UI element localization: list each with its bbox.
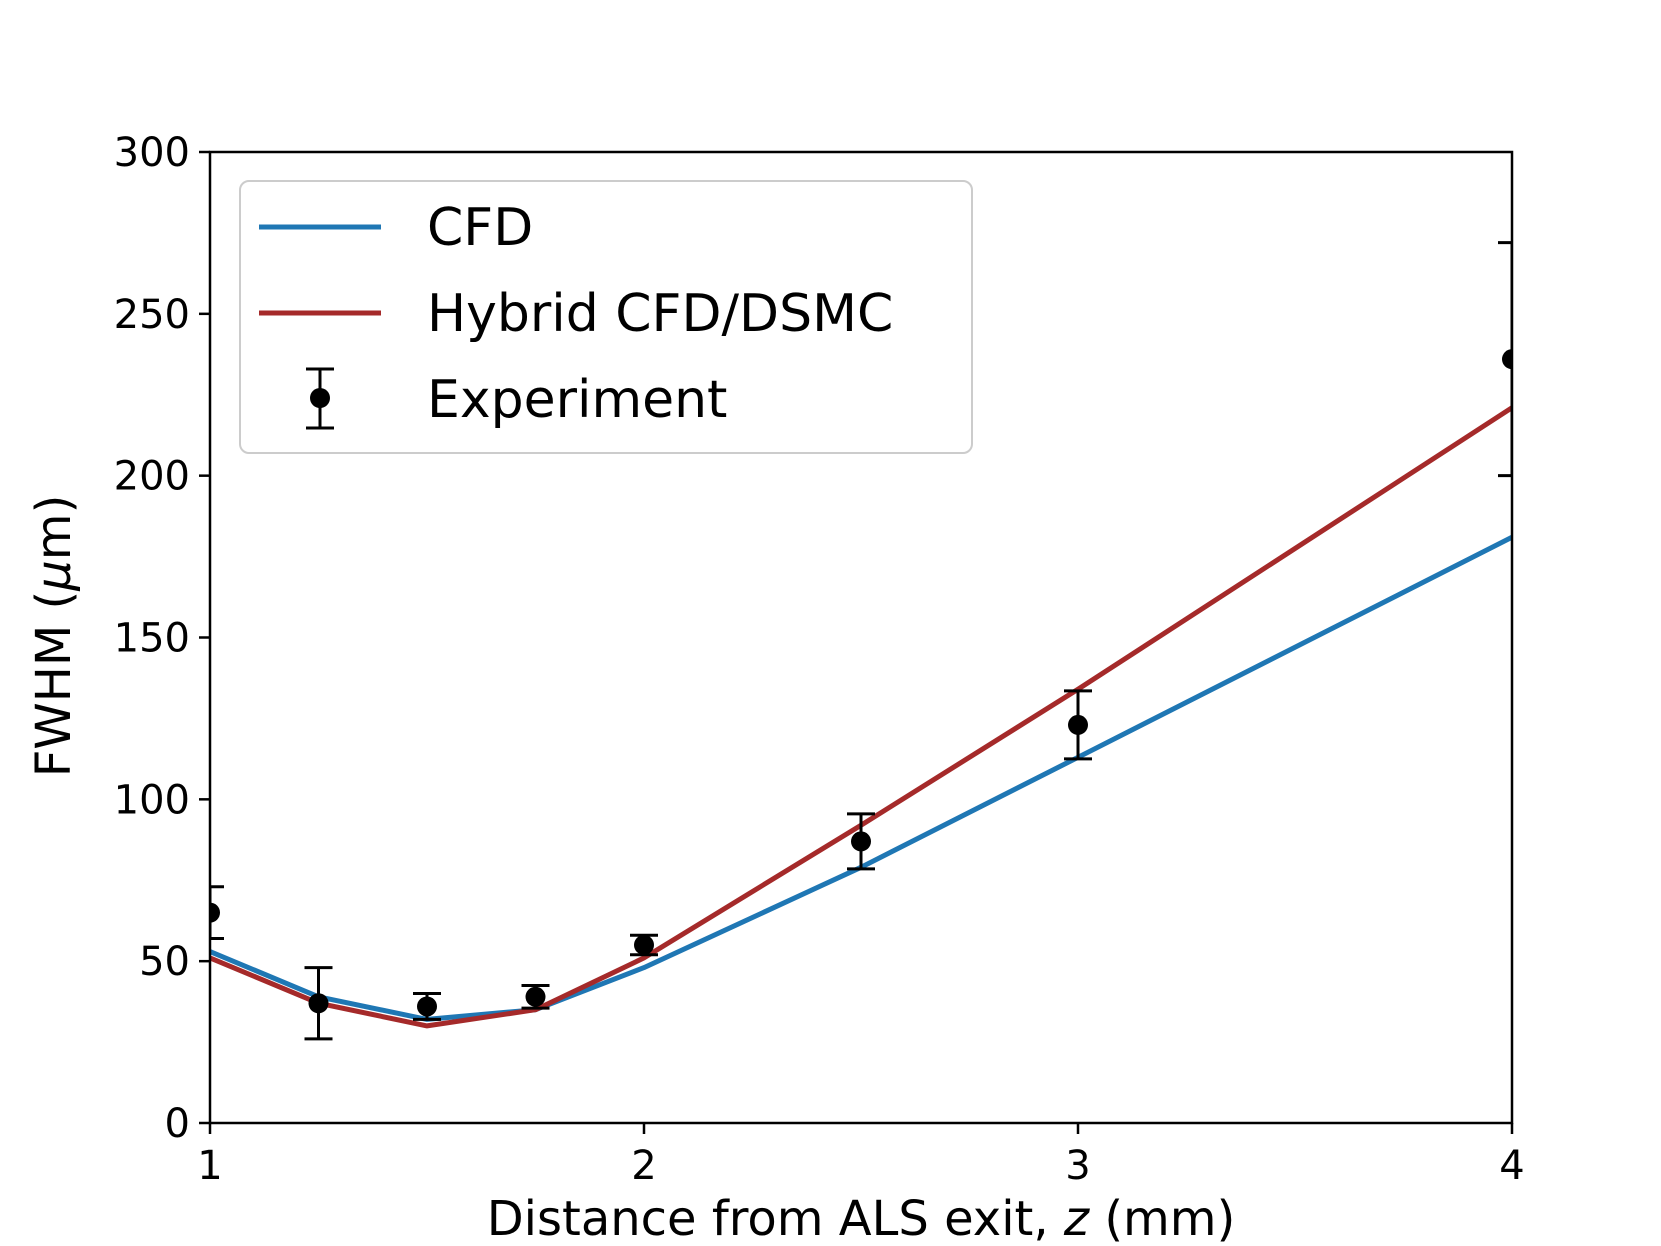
y-tick-label: 250 — [114, 292, 190, 338]
legend: CFD Hybrid CFD/DSMC Experiment — [239, 180, 973, 454]
y-tick-label: 0 — [165, 1101, 190, 1147]
plot-area — [210, 241, 1512, 1041]
x-axis-label: Distance from ALS exit, z (mm) — [487, 1191, 1236, 1246]
legend-swatch-experiment — [306, 367, 334, 430]
experiment-point-6 — [847, 812, 875, 871]
y-tick-label: 100 — [114, 777, 190, 823]
data-point-marker — [210, 902, 220, 923]
data-point-marker — [308, 993, 329, 1014]
series-line-cfd — [210, 534, 1512, 1022]
data-point-marker — [851, 831, 871, 852]
experiment-point-7 — [1064, 689, 1092, 761]
legend-label-experiment: Experiment — [427, 370, 727, 430]
legend-label-hybrid: Hybrid CFD/DSMC — [427, 284, 893, 344]
data-point-marker — [1068, 714, 1088, 735]
data-point-marker — [417, 996, 437, 1017]
legend-label-cfd: CFD — [427, 198, 533, 258]
x-tick-label: 4 — [1499, 1143, 1524, 1189]
experiment-point-3 — [413, 992, 441, 1021]
x-tick-label: 3 — [1065, 1143, 1090, 1189]
y-tick-label: 50 — [139, 939, 190, 985]
y-tick-label: 200 — [114, 454, 190, 500]
experiment-point-2 — [304, 966, 333, 1041]
axes: 1 2 3 4 0 50 100 150 200 250 300 — [114, 130, 1525, 1189]
series-line-hybrid-cfd-dsmc — [210, 405, 1512, 1029]
data-point-marker — [634, 934, 654, 955]
y-tick-label: 300 — [114, 130, 190, 176]
experiment-point-4 — [521, 983, 550, 1010]
x-tick-label: 2 — [631, 1143, 656, 1189]
legend-frame — [239, 180, 973, 454]
x-tick-label: 1 — [197, 1143, 222, 1189]
data-point-marker — [1502, 349, 1512, 370]
experiment-point-1 — [210, 885, 224, 941]
experiment-point-5 — [630, 933, 658, 957]
plot-series-group — [210, 241, 1512, 1041]
data-point-marker — [525, 986, 546, 1007]
experiment-point-8 — [1498, 241, 1512, 478]
y-tick-label: 150 — [114, 616, 190, 662]
y-axis-label: FWHM (μm) — [26, 495, 82, 778]
